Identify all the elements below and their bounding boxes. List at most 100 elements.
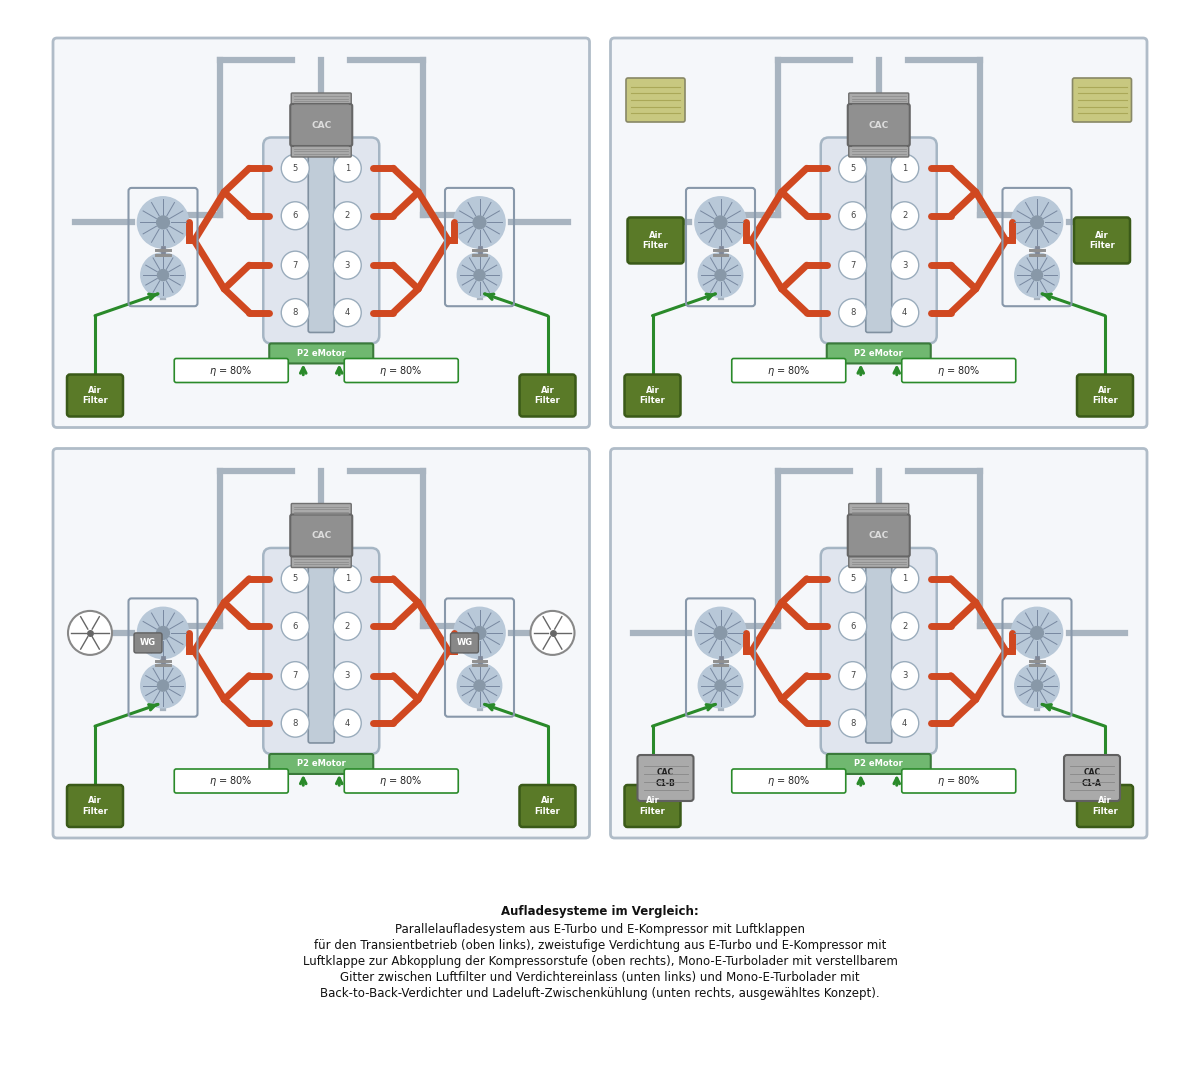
Text: 1: 1: [902, 575, 907, 583]
Text: 3: 3: [902, 672, 907, 680]
FancyBboxPatch shape: [67, 785, 124, 827]
Text: 3: 3: [902, 261, 907, 270]
Text: Gitter zwischen Luftfilter und Verdichtereinlass (unten links) und Mono-E-Turbol: Gitter zwischen Luftfilter und Verdichte…: [340, 970, 860, 984]
Text: Air
Filter: Air Filter: [535, 796, 560, 815]
Circle shape: [138, 608, 188, 659]
Text: Air
Filter: Air Filter: [643, 230, 668, 251]
Circle shape: [281, 298, 310, 326]
Text: $\eta$ = 80%: $\eta$ = 80%: [379, 364, 424, 377]
Text: 8: 8: [850, 308, 856, 318]
Circle shape: [890, 155, 919, 182]
FancyBboxPatch shape: [1073, 78, 1132, 122]
Text: 6: 6: [293, 211, 298, 221]
FancyBboxPatch shape: [847, 104, 910, 146]
FancyBboxPatch shape: [269, 343, 373, 364]
FancyBboxPatch shape: [626, 78, 685, 122]
FancyBboxPatch shape: [827, 754, 931, 774]
Text: Air
Filter: Air Filter: [640, 386, 665, 405]
Text: 5: 5: [850, 575, 856, 583]
Circle shape: [698, 253, 743, 297]
Circle shape: [138, 197, 188, 248]
Circle shape: [839, 662, 866, 690]
FancyBboxPatch shape: [848, 503, 908, 517]
Circle shape: [1032, 270, 1043, 280]
Text: 5: 5: [293, 164, 298, 173]
Circle shape: [890, 612, 919, 641]
Circle shape: [454, 608, 505, 659]
Text: 2: 2: [344, 211, 350, 221]
Text: Air
Filter: Air Filter: [1092, 386, 1118, 405]
Text: 3: 3: [344, 261, 350, 270]
FancyBboxPatch shape: [269, 754, 373, 774]
Circle shape: [530, 611, 575, 655]
Circle shape: [334, 709, 361, 738]
Circle shape: [281, 612, 310, 641]
Text: $\eta$ = 80%: $\eta$ = 80%: [937, 364, 980, 377]
Text: 5: 5: [293, 575, 298, 583]
FancyBboxPatch shape: [901, 769, 1015, 793]
FancyBboxPatch shape: [821, 138, 937, 343]
FancyBboxPatch shape: [732, 358, 846, 383]
Circle shape: [454, 197, 505, 248]
Text: Air
Filter: Air Filter: [640, 796, 665, 815]
Text: 7: 7: [850, 261, 856, 270]
Circle shape: [334, 612, 361, 641]
Text: Air
Filter: Air Filter: [535, 386, 560, 405]
Text: WG: WG: [140, 639, 156, 647]
FancyBboxPatch shape: [821, 548, 937, 754]
Circle shape: [157, 680, 168, 691]
FancyBboxPatch shape: [450, 633, 479, 652]
FancyBboxPatch shape: [624, 785, 680, 827]
Circle shape: [334, 662, 361, 690]
Text: P2 eMotor: P2 eMotor: [296, 349, 346, 358]
Text: 1: 1: [344, 575, 350, 583]
FancyBboxPatch shape: [134, 633, 162, 652]
Circle shape: [839, 565, 866, 593]
Circle shape: [715, 680, 726, 691]
Text: 8: 8: [850, 718, 856, 728]
Circle shape: [473, 627, 486, 640]
FancyBboxPatch shape: [344, 769, 458, 793]
Circle shape: [334, 298, 361, 326]
FancyBboxPatch shape: [1078, 374, 1133, 417]
FancyBboxPatch shape: [732, 769, 846, 793]
Text: Back-to-Back-Verdichter und Ladeluft-Zwischenkühlung (unten rechts, ausgewähltes: Back-to-Back-Verdichter und Ladeluft-Zwi…: [320, 986, 880, 1000]
FancyBboxPatch shape: [827, 343, 931, 364]
Text: Aufladesysteme im Vergleich:: Aufladesysteme im Vergleich:: [502, 904, 698, 918]
Circle shape: [890, 298, 919, 326]
Circle shape: [157, 270, 168, 280]
Text: CAC
C1-B: CAC C1-B: [655, 769, 676, 788]
FancyBboxPatch shape: [308, 148, 335, 333]
Circle shape: [839, 709, 866, 738]
Circle shape: [714, 216, 727, 229]
Text: $\eta$ = 80%: $\eta$ = 80%: [767, 364, 810, 377]
Text: P2 eMotor: P2 eMotor: [854, 349, 904, 358]
Circle shape: [281, 252, 310, 279]
Text: $\eta$ = 80%: $\eta$ = 80%: [379, 774, 424, 788]
Text: 2: 2: [902, 621, 907, 631]
FancyBboxPatch shape: [611, 449, 1147, 838]
Circle shape: [281, 662, 310, 690]
FancyBboxPatch shape: [53, 38, 589, 427]
FancyBboxPatch shape: [520, 374, 576, 417]
Circle shape: [140, 663, 185, 708]
Text: 7: 7: [293, 261, 298, 270]
FancyBboxPatch shape: [263, 548, 379, 754]
Circle shape: [890, 252, 919, 279]
Circle shape: [1015, 253, 1060, 297]
Text: 6: 6: [293, 621, 298, 631]
Circle shape: [1015, 663, 1060, 708]
Text: 4: 4: [344, 718, 350, 728]
Circle shape: [890, 565, 919, 593]
Text: $\eta$ = 80%: $\eta$ = 80%: [210, 364, 253, 377]
FancyBboxPatch shape: [292, 553, 352, 567]
Text: Air
Filter: Air Filter: [1092, 796, 1118, 815]
Circle shape: [334, 565, 361, 593]
Text: CAC: CAC: [311, 120, 331, 129]
Text: $\eta$ = 80%: $\eta$ = 80%: [210, 774, 253, 788]
Circle shape: [473, 216, 486, 229]
Text: P2 eMotor: P2 eMotor: [296, 759, 346, 769]
Circle shape: [890, 709, 919, 738]
Text: 7: 7: [293, 672, 298, 680]
Text: 1: 1: [902, 164, 907, 173]
